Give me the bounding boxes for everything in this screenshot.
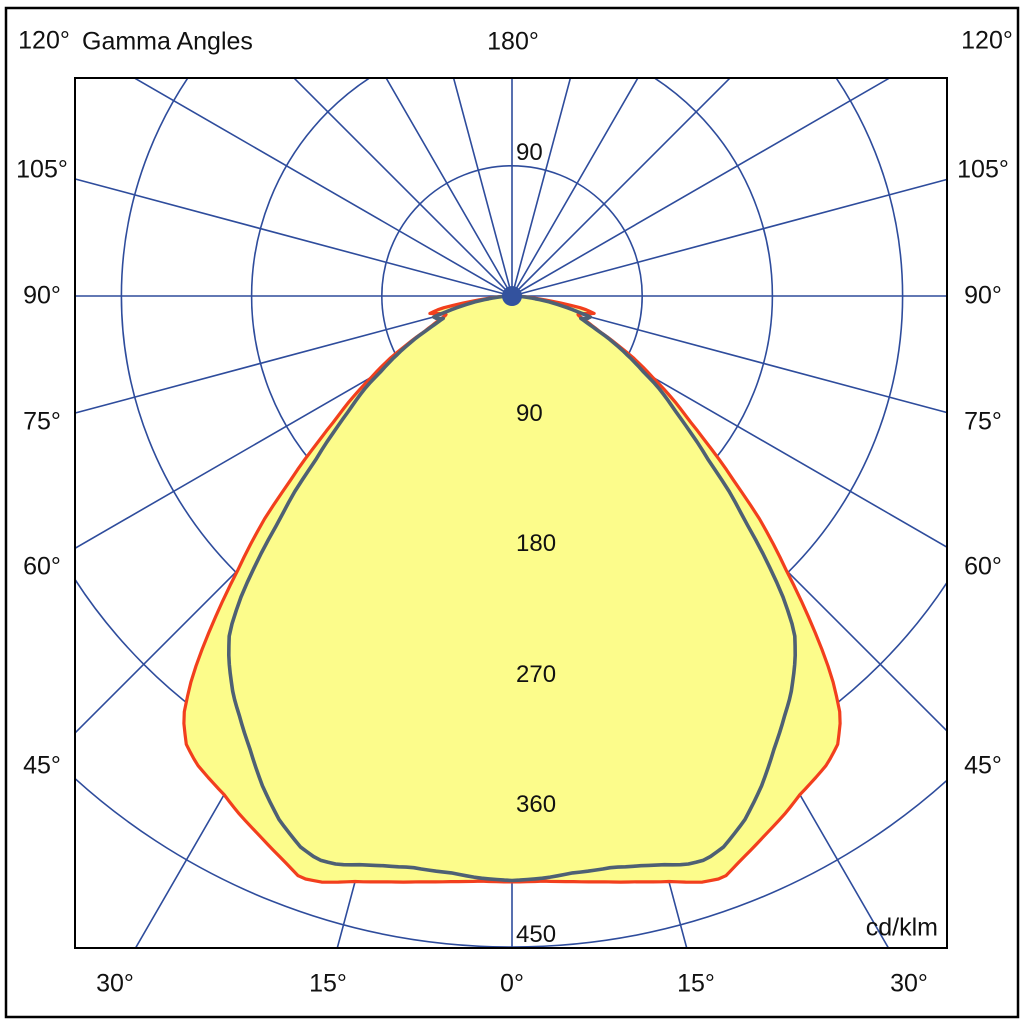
polar-grid-ray-165: [511, 78, 572, 297]
gamma-label-right-45: 45°: [964, 751, 1002, 780]
polar-center-dot: [502, 286, 522, 306]
gamma-label-left-60: 60°: [23, 552, 61, 581]
gamma-label-left-75: 75°: [23, 407, 61, 436]
polar-grid-ray-240: [132, 78, 513, 297]
chart-title: Gamma Angles: [82, 27, 253, 56]
polar-grid-ray-255: [75, 178, 513, 297]
gamma-label-top-180: 180°: [487, 27, 539, 56]
ring-label-270: 270: [516, 661, 557, 688]
ring-label-180: 180: [516, 530, 557, 557]
gamma-label-bottom-15-right: 15°: [677, 969, 715, 998]
plot-frame: [74, 77, 948, 949]
gamma-label-left-105: 105°: [16, 155, 68, 184]
gamma-label-bottom-30-left: 30°: [96, 969, 134, 998]
ring-label-360: 360: [516, 791, 557, 818]
polar-grid-ray-225: [292, 78, 513, 297]
gamma-label-right-60: 60°: [964, 552, 1002, 581]
polar-grid-ray-210: [385, 78, 513, 297]
polar-grid-ray-120: [511, 78, 892, 297]
gamma-label-left-45: 45°: [23, 751, 61, 780]
ring-label-90: 90: [516, 400, 543, 427]
polar-grid-ray-300: [75, 295, 513, 550]
gamma-label-bottom-0: 0°: [500, 969, 524, 998]
unit-label: cd/klm: [865, 913, 938, 942]
polar-grid-ray-135: [511, 78, 732, 297]
ring-label-450: 450: [516, 921, 557, 948]
polar-grid-ray-285: [75, 295, 513, 414]
outer-frame: [4, 6, 1020, 1019]
intensity-curve-inner: [227, 294, 797, 883]
polar-grid-ray-60: [511, 295, 947, 549]
gamma-label-top-right-120: 120°: [961, 26, 1013, 55]
gamma-label-bottom-15-left: 15°: [309, 969, 347, 998]
polar-grid-ray-150: [511, 78, 639, 297]
gamma-label-bottom-30-right: 30°: [890, 969, 928, 998]
gamma-label-right-75: 75°: [964, 407, 1002, 436]
polar-grid-ray-195: [452, 78, 513, 297]
gamma-label-right-90: 90°: [964, 281, 1002, 310]
polar-grid-ray-105: [511, 178, 947, 297]
polar-grid-ray-75: [511, 295, 947, 414]
gamma-label-left-90: 90°: [23, 281, 61, 310]
gamma-label-right-105: 105°: [957, 155, 1009, 184]
ring-label-top-90: 90: [516, 139, 543, 166]
gamma-label-top-left-120: 120°: [18, 26, 70, 55]
